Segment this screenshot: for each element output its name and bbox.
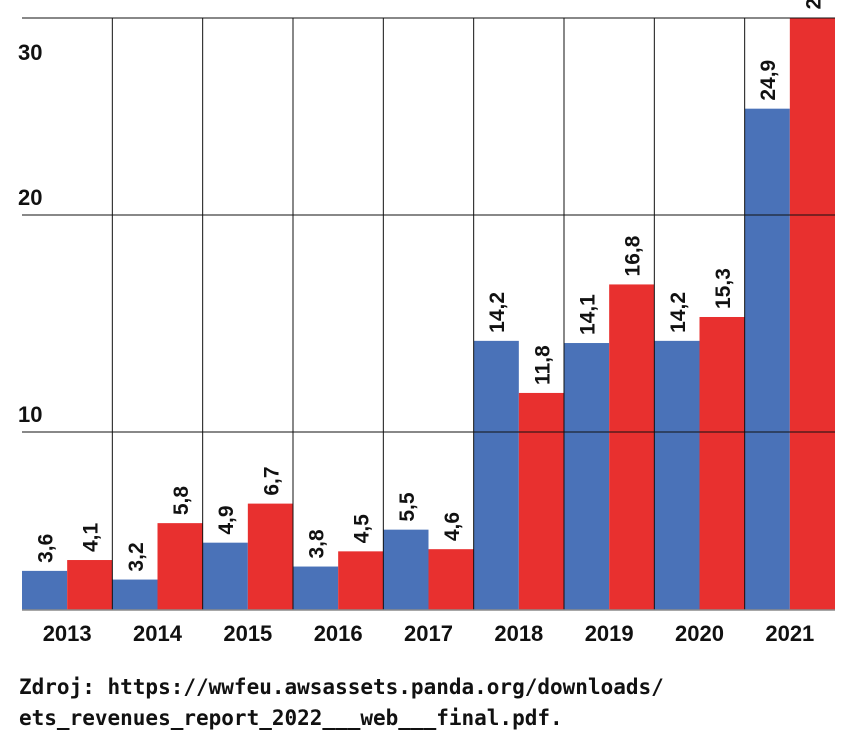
data-label-2021-series-2: 29,1 <box>802 0 825 10</box>
bar-2018-series-2 <box>518 392 564 610</box>
x-tick-label-2020: 2020 <box>675 621 724 646</box>
source-note: Zdroj: https://wwfeu.awsassets.panda.org… <box>19 672 839 734</box>
data-label-2015-series-1: 4,9 <box>215 505 238 534</box>
data-label-2020-series-2: 15,3 <box>712 268 735 309</box>
bar-2015-series-2 <box>247 503 293 610</box>
x-tick-label-2017: 2017 <box>404 621 453 646</box>
x-tick-label-2021: 2021 <box>765 621 814 646</box>
bar-2015-series-1 <box>202 542 248 610</box>
bar-2020-series-2 <box>699 316 745 610</box>
data-label-2013-series-1: 3,6 <box>35 534 58 563</box>
data-label-2016-series-2: 4,5 <box>351 514 374 544</box>
data-label-2017-series-2: 4,6 <box>441 512 464 541</box>
x-tick-label-2019: 2019 <box>585 621 634 646</box>
bar-2016-series-2 <box>338 551 384 610</box>
data-label-2019-series-2: 16,8 <box>622 235 645 276</box>
bar-2018-series-1 <box>473 340 519 610</box>
data-label-2015-series-2: 6,7 <box>260 466 283 495</box>
x-tick-label-2013: 2013 <box>43 621 92 646</box>
x-tick-label-2018: 2018 <box>494 621 543 646</box>
bar-2019-series-2 <box>609 284 655 610</box>
y-tick-label-30: 30 <box>18 40 42 65</box>
data-label-2020-series-1: 14,2 <box>667 292 690 333</box>
data-label-2019-series-1: 14,1 <box>577 294 600 335</box>
source-line-2: ets_revenues_report_2022___web___final.p… <box>19 706 563 730</box>
bar-2014-series-1 <box>112 579 158 610</box>
y-tick-label-20: 20 <box>18 185 42 210</box>
bar-2019-series-1 <box>564 343 610 610</box>
x-tick-label-2014: 2014 <box>133 621 183 646</box>
data-label-2014-series-2: 5,8 <box>170 486 193 516</box>
data-label-2018-series-1: 14,2 <box>486 292 509 333</box>
bar-2017-series-2 <box>428 549 474 610</box>
bar-2016-series-1 <box>293 566 339 610</box>
bar-2014-series-2 <box>157 523 203 610</box>
bar-2017-series-1 <box>383 529 429 610</box>
source-line-1: Zdroj: https://wwfeu.awsassets.panda.org… <box>19 675 664 699</box>
data-label-2014-series-1: 3,2 <box>125 542 148 571</box>
data-label-2018-series-2: 11,8 <box>531 345 554 385</box>
bar-2021-series-1 <box>744 108 790 611</box>
bar-2013-series-1 <box>22 570 68 610</box>
bar-2013-series-2 <box>67 560 113 610</box>
data-label-2013-series-2: 4,1 <box>80 523 103 553</box>
bar-2021-series-2 <box>789 17 835 610</box>
y-tick-label-10: 10 <box>18 402 42 427</box>
bar-2020-series-1 <box>654 340 700 610</box>
data-label-2017-series-1: 5,5 <box>396 492 419 522</box>
data-label-2021-series-1: 24,9 <box>757 60 780 101</box>
x-tick-label-2016: 2016 <box>314 621 363 646</box>
x-tick-label-2015: 2015 <box>223 621 272 646</box>
data-label-2016-series-1: 3,8 <box>306 529 329 559</box>
bar-chart: 10 20 30 2013 2014 2015 2016 2017 2018 2019 2020 20… <box>18 0 835 646</box>
